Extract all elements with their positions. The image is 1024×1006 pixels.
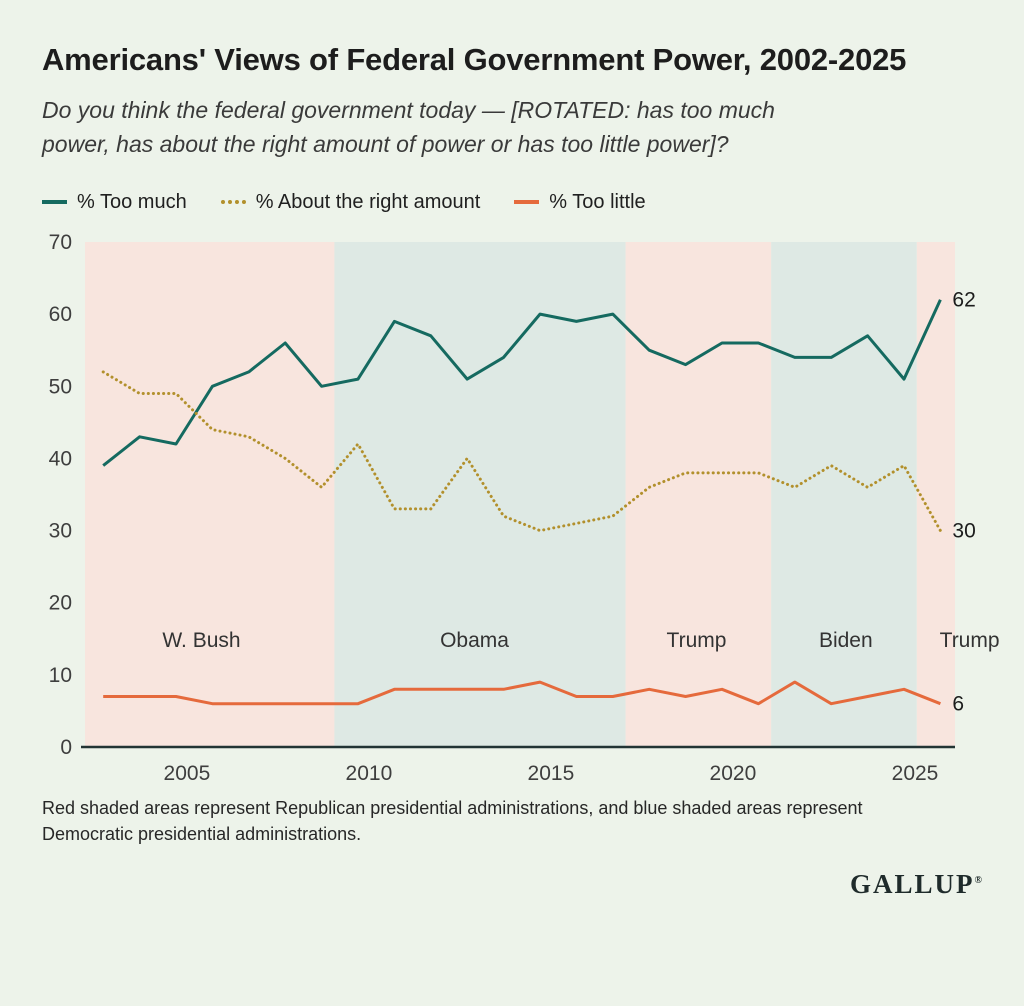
y-tick-label: 30 xyxy=(49,520,72,543)
legend-label: % Too much xyxy=(77,190,187,213)
president-label: Trump xyxy=(667,629,727,652)
series-end-label-too_much: 62 xyxy=(952,289,975,312)
legend: % Too much % About the right amount % Too … xyxy=(42,191,982,214)
y-tick-label: 50 xyxy=(49,375,72,398)
y-tick-label: 60 xyxy=(49,303,72,326)
president-label: Trump xyxy=(940,629,1000,652)
legend-swatch-dotted-line xyxy=(220,200,246,205)
president-label: Biden xyxy=(819,629,873,652)
registered-mark: ® xyxy=(974,875,982,887)
x-tick-label: 2015 xyxy=(528,762,575,785)
y-tick-label: 10 xyxy=(49,664,72,687)
legend-swatch-solid-line xyxy=(514,200,540,205)
band-trump xyxy=(625,241,772,747)
legend-label: % About the right amount xyxy=(255,190,481,213)
y-tick-label: 0 xyxy=(60,736,72,759)
series-end-label-too_little: 6 xyxy=(952,693,964,716)
legend-item: % About the right amount xyxy=(220,190,481,214)
band-trump xyxy=(916,241,955,747)
gallup-wordmark: GALLUP xyxy=(850,869,975,900)
series-end-label-about_right: 30 xyxy=(952,520,975,543)
legend-item: % Too little xyxy=(514,190,646,214)
chart: W. Bush Obama Trump Biden Trump 0 10 20 30 40 50 60… xyxy=(42,230,1000,790)
footnote: Red shaded areas represent Republican pr… xyxy=(42,797,863,844)
y-axis: 0 10 20 30 40 50 60 70 xyxy=(49,231,72,759)
x-tick-label: 2010 xyxy=(346,762,393,785)
x-axis: 2005 2010 2015 2020 2025 xyxy=(164,762,939,785)
legend-item: % Too much xyxy=(42,191,187,214)
chart-title: Americans' Views of Federal Government P… xyxy=(42,42,907,77)
president-bands xyxy=(85,241,955,747)
series-line-too_much xyxy=(102,299,942,467)
band-obama xyxy=(334,241,626,747)
president-labels: W. Bush Obama Trump Biden Trump xyxy=(162,629,999,652)
series-line-about_right xyxy=(101,370,942,533)
president-label: Obama xyxy=(440,629,509,652)
series-line-too_little xyxy=(103,680,941,706)
y-tick-label: 20 xyxy=(49,592,72,615)
band-biden xyxy=(771,241,917,747)
page: Americans' Views of Federal Government P… xyxy=(42,42,1000,900)
legend-swatch-solid-line xyxy=(42,200,67,205)
band-w-bush xyxy=(85,241,335,747)
chart-svg: W. Bush Obama Trump Biden Trump0102030405060… xyxy=(49,231,1000,785)
x-tick-label: 2005 xyxy=(164,762,211,785)
gallup-logo: GALLUP® xyxy=(42,869,982,900)
legend-label: % Too little xyxy=(549,190,646,213)
x-tick-label: 2020 xyxy=(710,762,757,785)
y-tick-label: 70 xyxy=(49,231,72,254)
survey-question: Do you think the federal government toda… xyxy=(42,97,775,157)
y-tick-label: 40 xyxy=(49,447,72,470)
x-tick-label: 2025 xyxy=(892,762,939,785)
president-label: W. Bush xyxy=(162,629,240,652)
